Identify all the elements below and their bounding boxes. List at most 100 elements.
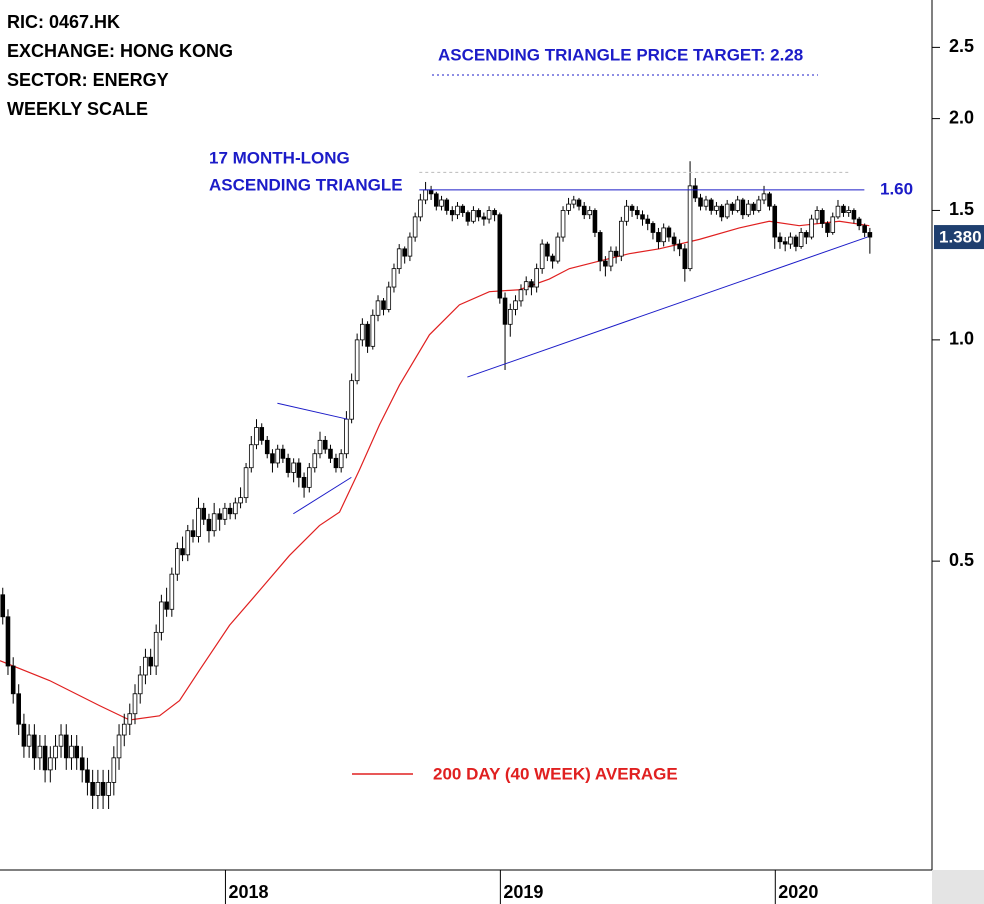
candle-body — [21, 723, 27, 747]
candle-body — [116, 734, 122, 759]
candle-body — [687, 185, 693, 270]
candle-body — [444, 199, 450, 211]
candle-body — [476, 210, 481, 218]
candle-body — [106, 781, 111, 796]
candle-body — [793, 236, 799, 247]
candle-body — [201, 507, 207, 520]
candle-body — [592, 210, 598, 233]
candle-body — [471, 210, 476, 222]
candle-body — [132, 693, 138, 715]
candle-body — [317, 439, 323, 455]
candle-body — [714, 205, 719, 211]
candle-body — [127, 713, 133, 725]
candle-body — [423, 189, 428, 201]
candle-body — [597, 232, 603, 262]
candle-body — [5, 616, 11, 667]
candle-body — [735, 199, 740, 211]
candle-body — [862, 225, 867, 233]
candle-body — [571, 199, 577, 205]
candle-body — [264, 439, 270, 455]
moving-average — [0, 220, 870, 721]
candle-body — [227, 507, 233, 515]
candle-body — [349, 380, 354, 420]
candle-body — [402, 248, 407, 257]
candle-body — [846, 210, 851, 213]
candle-body — [746, 203, 751, 216]
candle-body — [95, 781, 101, 796]
candle-body — [439, 199, 444, 207]
target-text: ASCENDING TRIANGLE PRICE TARGET: 2.28 — [438, 45, 803, 64]
candle-body — [798, 232, 804, 247]
candle-body — [809, 218, 814, 238]
candle-body — [26, 734, 32, 747]
candle-body — [560, 210, 566, 238]
y-tick-label: 1.0 — [949, 329, 974, 349]
candle-body — [196, 507, 201, 537]
candle-body — [328, 448, 333, 459]
candle-body — [449, 210, 455, 216]
candle-body — [58, 734, 64, 747]
x-tick-label: 2020 — [778, 882, 818, 902]
candle-body — [53, 745, 58, 759]
info-line: WEEKLY SCALE — [7, 99, 148, 119]
candle-body — [724, 203, 730, 218]
candle-body — [164, 601, 169, 610]
candle-body — [148, 656, 153, 667]
candle-body — [481, 216, 487, 220]
candle-body — [301, 476, 307, 488]
candle-body — [841, 205, 846, 213]
candle-body — [370, 314, 376, 347]
candle-body — [576, 199, 582, 207]
candle-body — [270, 453, 275, 464]
candle-body — [677, 243, 682, 250]
corner-box — [932, 870, 984, 904]
candle-body — [0, 594, 6, 618]
candle-body — [434, 193, 439, 207]
candle-body — [354, 339, 360, 382]
candle-body — [243, 467, 249, 499]
candle-body — [730, 203, 735, 211]
last-price-box — [934, 225, 984, 250]
info-line: RIC: 0467.HK — [7, 12, 120, 32]
candle-body — [703, 199, 709, 207]
candle-body — [217, 513, 222, 520]
x-tick-label: 2018 — [228, 882, 268, 902]
candle-body — [545, 243, 550, 257]
candle-body — [344, 418, 349, 455]
candle-body — [306, 467, 312, 488]
candle-body — [74, 745, 80, 759]
candle-body — [455, 205, 460, 216]
candle-body — [820, 210, 825, 224]
candle-body — [645, 218, 651, 224]
candle-body — [751, 203, 756, 211]
candle-body — [48, 757, 53, 771]
candle-body — [275, 448, 280, 464]
candle-body — [550, 255, 555, 262]
plot-area — [0, 161, 873, 810]
candle-body — [608, 250, 614, 267]
candle-body — [767, 193, 772, 207]
candle-body — [169, 573, 175, 610]
candle-body — [37, 745, 43, 759]
candle-body — [603, 260, 608, 267]
candle-body — [492, 210, 497, 216]
candle-body — [375, 300, 381, 316]
candle-body — [867, 232, 873, 238]
candle-body — [291, 462, 296, 473]
candle-body — [185, 530, 191, 556]
candle-body — [460, 205, 466, 213]
candle-body — [159, 601, 164, 633]
candle-body — [708, 199, 714, 211]
candle-body — [121, 723, 127, 736]
candle-body — [682, 248, 688, 270]
candle-body — [69, 745, 74, 759]
trend-line — [277, 402, 348, 420]
candle-body — [534, 268, 539, 288]
y-tick-label: 0.5 — [949, 550, 974, 570]
candle-body — [296, 462, 302, 478]
candle-body — [16, 693, 21, 725]
candle-body — [418, 199, 423, 218]
candle-body — [79, 757, 85, 771]
legend-label: 200 DAY (40 WEEK) AVERAGE — [433, 764, 678, 783]
